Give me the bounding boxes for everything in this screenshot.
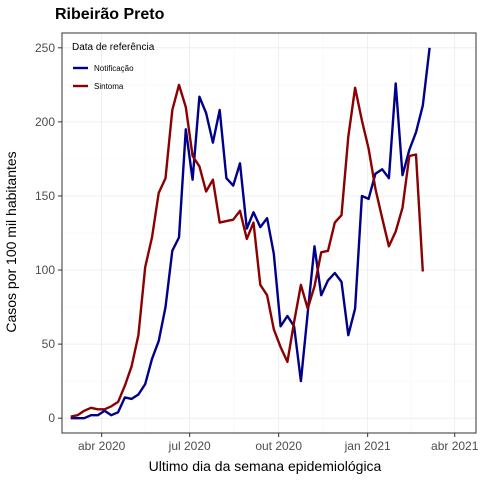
legend-label: Sintoma <box>94 82 124 91</box>
y-tick-label: 250 <box>35 41 55 55</box>
series-lines <box>70 47 431 420</box>
x-tick-label: jan 2021 <box>344 439 391 453</box>
legend: Data de referência Notificação Sintoma <box>72 42 155 91</box>
series-line-sintoma <box>70 83 424 418</box>
x-tick-label: out 2020 <box>255 439 302 453</box>
y-axis-title: Casos por 100 mil habitantes <box>3 151 19 332</box>
y-tick-label: 150 <box>35 189 55 203</box>
y-tick-label: 50 <box>42 337 56 351</box>
x-tick-label: abr 2021 <box>431 439 479 453</box>
x-tick-label: jul 2020 <box>168 439 211 453</box>
x-tick-label: abr 2020 <box>78 439 126 453</box>
x-axis: abr 2020 jul 2020 out 2020 jan 2021 abr 2021 <box>78 433 479 453</box>
y-tick-label: 200 <box>35 115 55 129</box>
chart-title: Ribeirão Preto <box>55 6 165 23</box>
series-line-notificacao <box>70 47 431 420</box>
legend-label: Notificação <box>94 64 134 73</box>
grid <box>62 33 476 433</box>
y-axis: 0 50 100 150 200 250 <box>35 41 62 425</box>
legend-title: Data de referência <box>72 42 155 53</box>
y-tick-label: 100 <box>35 263 55 277</box>
x-axis-title: Ultimo dia da semana epidemiológica <box>149 458 382 474</box>
y-tick-label: 0 <box>48 411 55 425</box>
plot-frame <box>61 32 477 434</box>
